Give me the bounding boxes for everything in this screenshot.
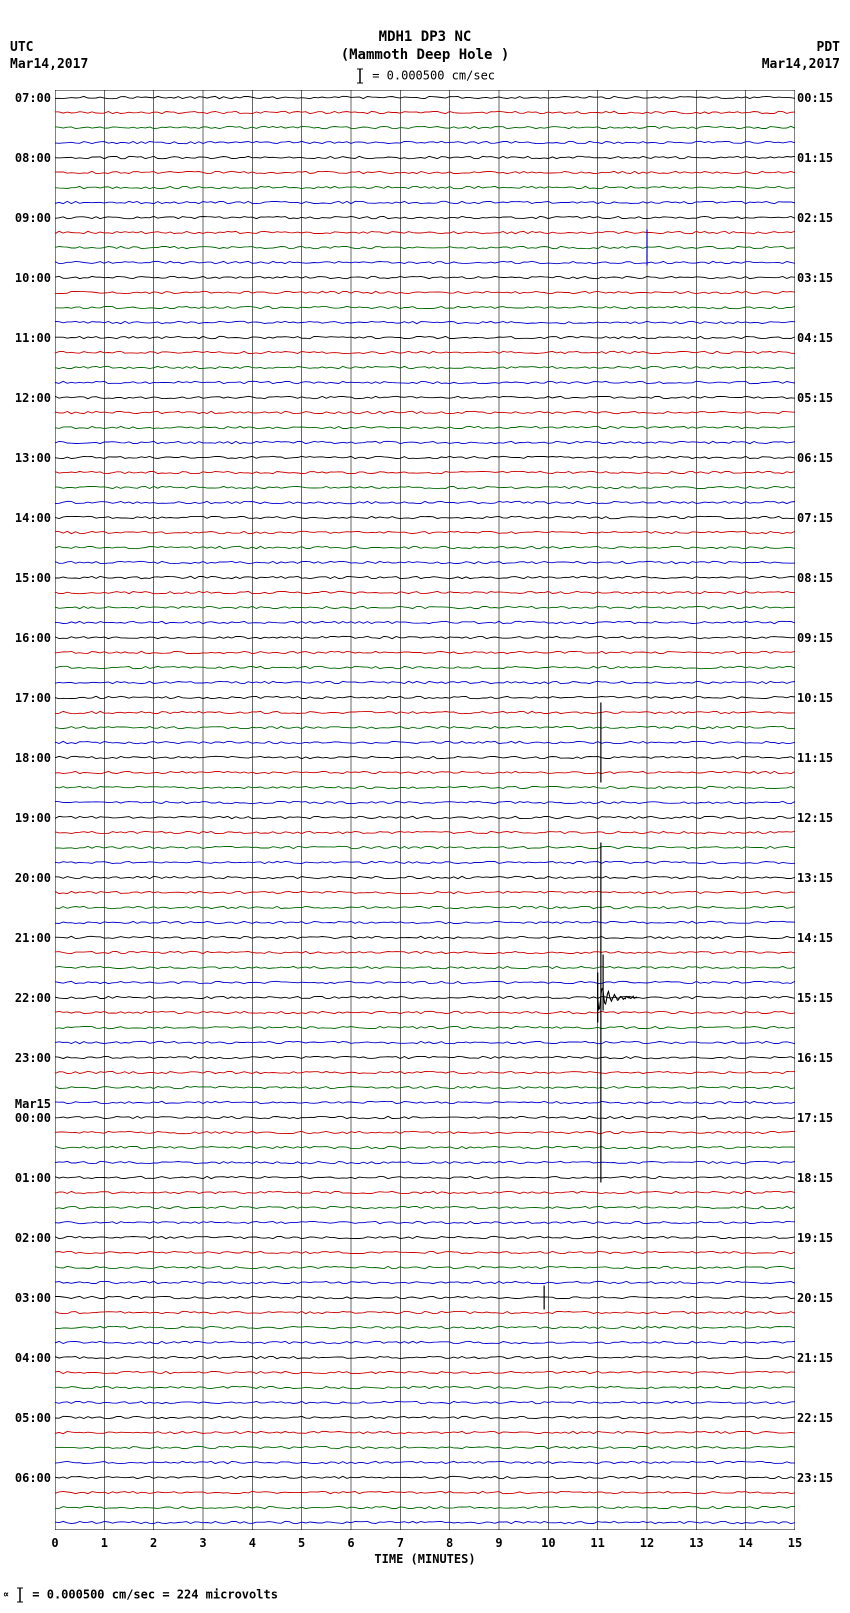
x-tick-label: 11 — [590, 1536, 604, 1550]
left-time-label: 12:00 — [3, 392, 51, 404]
tz-left-label: UTC — [10, 40, 88, 57]
scale-text: = 0.000500 cm/sec — [372, 69, 495, 83]
x-tick-label: 3 — [199, 1536, 206, 1550]
footer-text: = 0.000500 cm/sec = 224 microvolts — [32, 1588, 278, 1602]
tz-right-block: PDT Mar14,2017 — [762, 40, 840, 74]
right-time-label: 15:15 — [797, 992, 845, 1004]
right-time-label: 11:15 — [797, 752, 845, 764]
left-time-label: 14:00 — [3, 512, 51, 524]
right-time-label: 05:15 — [797, 392, 845, 404]
seismogram-plot — [55, 90, 795, 1530]
left-time-label: 21:00 — [3, 932, 51, 944]
right-time-label: 17:15 — [797, 1112, 845, 1124]
left-time-label: 22:00 — [3, 992, 51, 1004]
scale-legend: = 0.000500 cm/sec — [0, 68, 850, 84]
x-tick-label: 9 — [495, 1536, 502, 1550]
right-time-label: 20:15 — [797, 1292, 845, 1304]
x-tick-label: 12 — [640, 1536, 654, 1550]
x-axis-label: TIME (MINUTES) — [374, 1552, 475, 1566]
x-tick-label: 7 — [397, 1536, 404, 1550]
x-tick-label: 2 — [150, 1536, 157, 1550]
x-tick-label: 5 — [298, 1536, 305, 1550]
tz-right-label: PDT — [762, 40, 840, 57]
tz-left-block: UTC Mar14,2017 — [10, 40, 88, 74]
right-time-label: 02:15 — [797, 212, 845, 224]
x-tick-label: 1 — [101, 1536, 108, 1550]
right-time-label: 08:15 — [797, 572, 845, 584]
seismogram-svg — [55, 90, 795, 1530]
left-time-label: 18:00 — [3, 752, 51, 764]
right-time-label: 22:15 — [797, 1412, 845, 1424]
left-time-label: 19:00 — [3, 812, 51, 824]
x-tick-label: 4 — [249, 1536, 256, 1550]
right-time-label: 01:15 — [797, 152, 845, 164]
right-time-label: 07:15 — [797, 512, 845, 524]
right-time-label: 04:15 — [797, 332, 845, 344]
left-time-label: 20:00 — [3, 872, 51, 884]
left-time-labels: 07:00 08:00 09:00 10:00 11:00 12:00 13:00 14:00… — [3, 90, 53, 1530]
footer-prefix: ∝ — [3, 1590, 15, 1601]
left-time-label: 23:00 — [3, 1052, 51, 1064]
tz-left-date: Mar14,2017 — [10, 57, 88, 74]
left-time-label: 16:00 — [3, 632, 51, 644]
left-time-label: 04:00 — [3, 1352, 51, 1364]
x-tick-label: 0 — [51, 1536, 58, 1550]
left-time-label: 08:00 — [3, 152, 51, 164]
x-tick-label: 13 — [689, 1536, 703, 1550]
x-tick-label: 15 — [788, 1536, 802, 1550]
x-axis: TIME (MINUTES) 0123456789101112131415 — [55, 1530, 795, 1580]
right-time-label: 16:15 — [797, 1052, 845, 1064]
x-tick-label: 14 — [738, 1536, 752, 1550]
left-time-label: 10:00 — [3, 272, 51, 284]
left-time-label: 15:00 — [3, 572, 51, 584]
left-time-label: 03:00 — [3, 1292, 51, 1304]
station-name: (Mammoth Deep Hole ) — [0, 46, 850, 64]
left-time-label: 01:00 — [3, 1172, 51, 1184]
tz-right-date: Mar14,2017 — [762, 57, 840, 74]
header: MDH1 DP3 NC (Mammoth Deep Hole ) — [0, 0, 850, 64]
right-time-label: 18:15 — [797, 1172, 845, 1184]
right-time-label: 09:15 — [797, 632, 845, 644]
left-date-prefix: Mar15 — [3, 1098, 51, 1110]
x-tick-label: 8 — [446, 1536, 453, 1550]
right-time-label: 23:15 — [797, 1472, 845, 1484]
left-time-label: 07:00 — [3, 92, 51, 104]
left-time-label: 13:00 — [3, 452, 51, 464]
left-time-label: 02:00 — [3, 1232, 51, 1244]
footer-scale: ∝ = 0.000500 cm/sec = 224 microvolts — [3, 1587, 278, 1603]
left-time-label: 05:00 — [3, 1412, 51, 1424]
x-tick-label: 6 — [347, 1536, 354, 1550]
right-time-label: 21:15 — [797, 1352, 845, 1364]
left-time-label: 06:00 — [3, 1472, 51, 1484]
right-time-labels: 00:15 01:15 02:15 03:15 04:15 05:15 06:15 07:15… — [797, 90, 847, 1530]
left-time-label: 00:00 — [3, 1112, 51, 1124]
right-time-label: 00:15 — [797, 92, 845, 104]
right-time-label: 13:15 — [797, 872, 845, 884]
right-time-label: 10:15 — [797, 692, 845, 704]
scale-bar-icon — [15, 1587, 25, 1603]
scale-bar-icon — [355, 68, 365, 84]
station-code: MDH1 DP3 NC — [0, 28, 850, 46]
right-time-label: 03:15 — [797, 272, 845, 284]
left-time-label: 17:00 — [3, 692, 51, 704]
right-time-label: 12:15 — [797, 812, 845, 824]
left-time-label: 11:00 — [3, 332, 51, 344]
left-time-label: 09:00 — [3, 212, 51, 224]
right-time-label: 19:15 — [797, 1232, 845, 1244]
right-time-label: 14:15 — [797, 932, 845, 944]
right-time-label: 06:15 — [797, 452, 845, 464]
x-tick-label: 10 — [541, 1536, 555, 1550]
